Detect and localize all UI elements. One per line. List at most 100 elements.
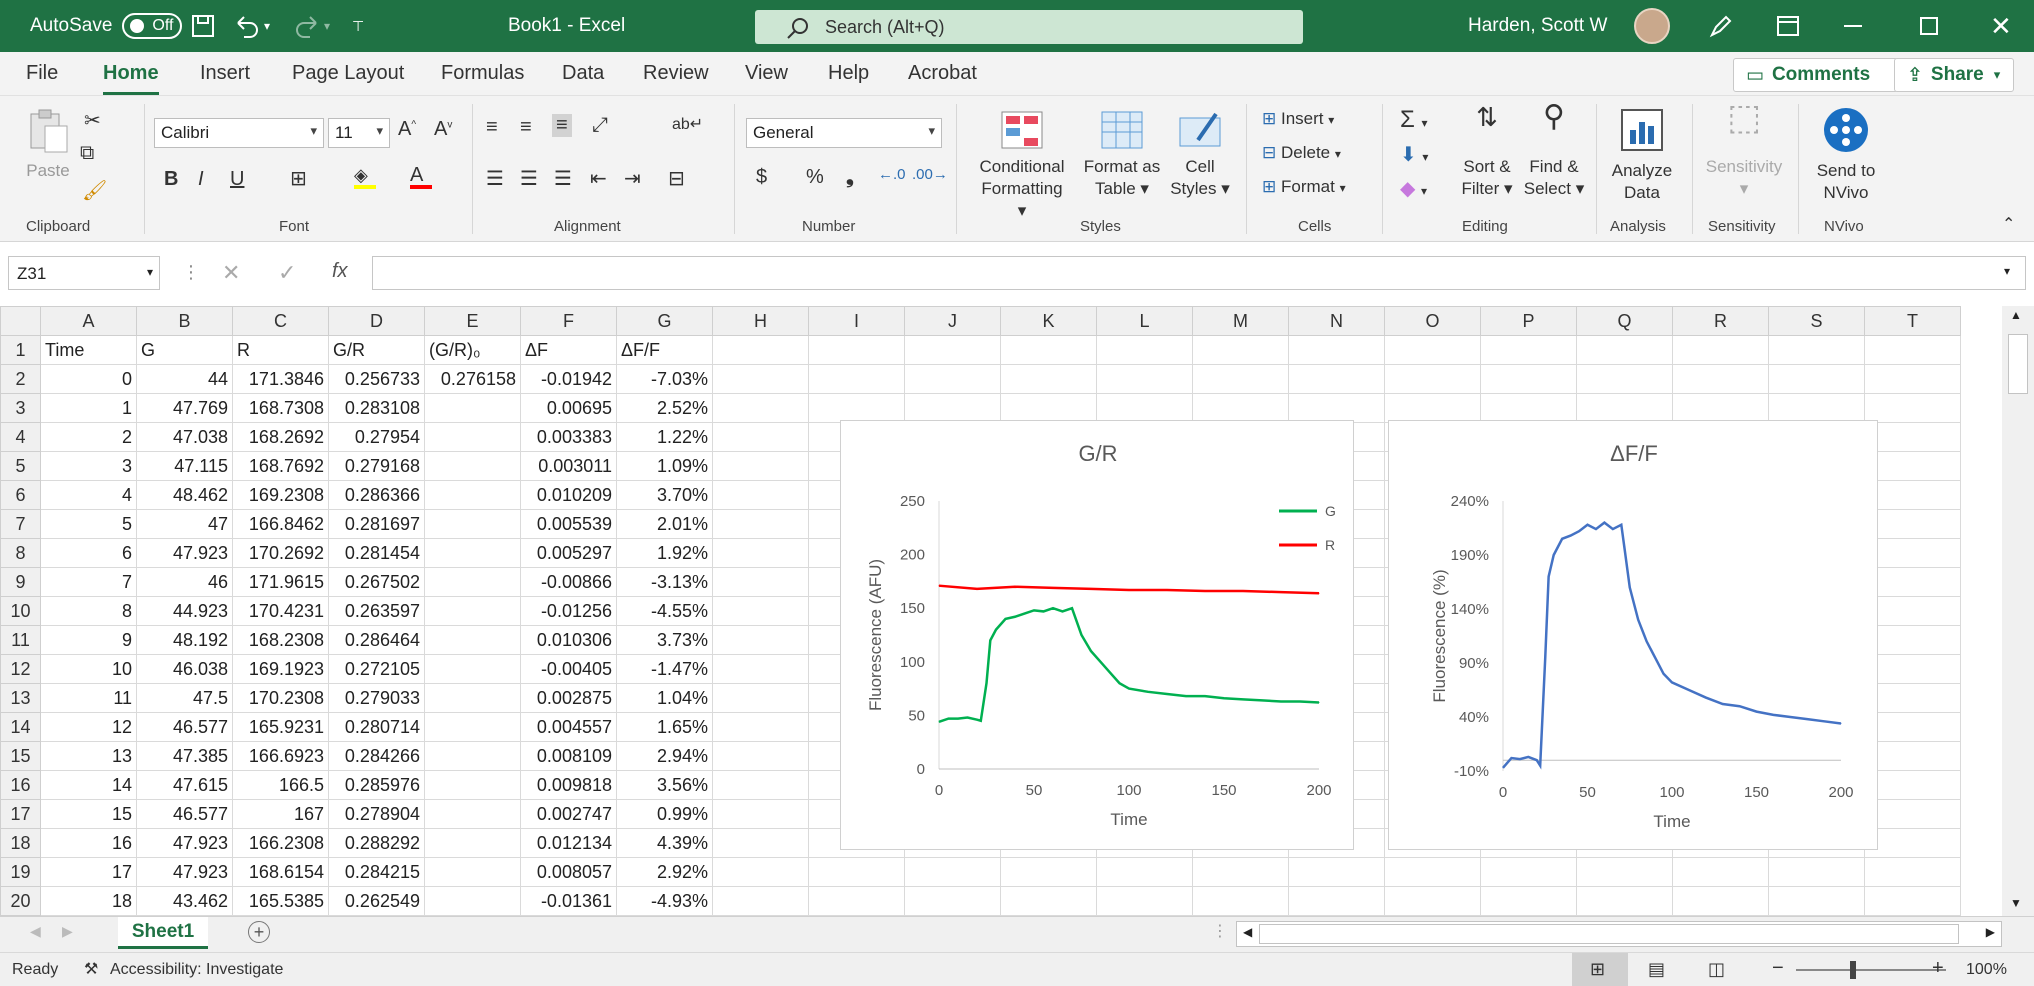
cell-E15[interactable]: [424, 741, 521, 771]
cell-H13[interactable]: [712, 683, 809, 713]
conditional-formatting-button[interactable]: Conditional Formatting ▾: [976, 110, 1068, 222]
cell-B13[interactable]: 47.5: [136, 683, 233, 713]
row-header[interactable]: 14: [0, 712, 41, 742]
currency-button[interactable]: $: [756, 166, 768, 188]
cell-I2[interactable]: [808, 364, 905, 394]
cell-C7[interactable]: 166.8462: [232, 509, 329, 539]
normal-view-button[interactable]: ⊞: [1572, 953, 1628, 986]
cell-I1[interactable]: [808, 335, 905, 365]
paste-button[interactable]: Paste: [26, 161, 70, 180]
tab-acrobat[interactable]: Acrobat: [908, 62, 977, 84]
cell-T3[interactable]: [1864, 393, 1961, 423]
cell-H7[interactable]: [712, 509, 809, 539]
cell-C8[interactable]: 170.2692: [232, 538, 329, 568]
zoom-level[interactable]: 100%: [1966, 961, 2007, 978]
cell-F20[interactable]: -0.01361: [520, 886, 617, 916]
cell-G5[interactable]: 1.09%: [616, 451, 713, 481]
tab-insert[interactable]: Insert: [200, 62, 251, 84]
cell-D15[interactable]: 0.284266: [328, 741, 425, 771]
cell-H8[interactable]: [712, 538, 809, 568]
cell-G15[interactable]: 2.94%: [616, 741, 713, 771]
cell-A15[interactable]: 13: [40, 741, 137, 771]
cell-B5[interactable]: 47.115: [136, 451, 233, 481]
tab-formulas[interactable]: Formulas: [441, 62, 525, 84]
cell-C1[interactable]: R: [232, 335, 329, 365]
cell-A6[interactable]: 4: [40, 480, 137, 510]
cell-F16[interactable]: 0.009818: [520, 770, 617, 800]
cell-C3[interactable]: 168.7308: [232, 393, 329, 423]
cell-F12[interactable]: -0.00405: [520, 654, 617, 684]
spreadsheet-grid[interactable]: A B C D E F G H I J K L M N O P Q R S T 1 Time G R G/R (G/R)₀ ΔF ΔF…: [0, 306, 2002, 916]
user-name[interactable]: Harden, Scott W: [1468, 15, 1608, 36]
cell-O2[interactable]: [1384, 364, 1481, 394]
cell-C15[interactable]: 166.6923: [232, 741, 329, 771]
cell-D16[interactable]: 0.285976: [328, 770, 425, 800]
merge-center-icon[interactable]: ⊟: [668, 168, 685, 190]
cell-E1[interactable]: (G/R)₀: [424, 335, 521, 365]
cell-F8[interactable]: 0.005297: [520, 538, 617, 568]
percent-button[interactable]: %: [806, 166, 824, 188]
cell-F19[interactable]: 0.008057: [520, 857, 617, 887]
analyze-data-button[interactable]: Analyze Data: [1606, 106, 1678, 204]
cell-A16[interactable]: 14: [40, 770, 137, 800]
cell-C14[interactable]: 165.9231: [232, 712, 329, 742]
cell-K3[interactable]: [1000, 393, 1097, 423]
cell-M19[interactable]: [1192, 857, 1289, 887]
cell-Q1[interactable]: [1576, 335, 1673, 365]
row-header[interactable]: 16: [0, 770, 41, 800]
fill-icon[interactable]: ⬇ ▾: [1400, 144, 1429, 166]
cell-G4[interactable]: 1.22%: [616, 422, 713, 452]
cell-D10[interactable]: 0.263597: [328, 596, 425, 626]
column-header-T[interactable]: T: [1864, 306, 1961, 336]
cell-G10[interactable]: -4.55%: [616, 596, 713, 626]
cell-T20[interactable]: [1864, 886, 1961, 916]
cell-A2[interactable]: 0: [40, 364, 137, 394]
collapse-ribbon-icon[interactable]: ⌃: [2002, 216, 2016, 233]
cell-B11[interactable]: 48.192: [136, 625, 233, 655]
cell-R20[interactable]: [1672, 886, 1769, 916]
italic-button[interactable]: I: [198, 168, 204, 190]
undo-icon[interactable]: ▾: [232, 0, 270, 52]
cell-G20[interactable]: -4.93%: [616, 886, 713, 916]
vertical-scrollbar[interactable]: ▲ ▼: [2002, 306, 2034, 916]
column-header-F[interactable]: F: [520, 306, 617, 336]
cell-J19[interactable]: [904, 857, 1001, 887]
column-header-M[interactable]: M: [1192, 306, 1289, 336]
cell-B1[interactable]: G: [136, 335, 233, 365]
cell-G1[interactable]: ΔF/F: [616, 335, 713, 365]
font-name-dropdown[interactable]: Calibri ▾: [154, 118, 324, 148]
cell-L3[interactable]: [1096, 393, 1193, 423]
minimize-icon[interactable]: [1844, 0, 1862, 52]
cell-A11[interactable]: 9: [40, 625, 137, 655]
maximize-icon[interactable]: [1920, 0, 1938, 52]
cell-D8[interactable]: 0.281454: [328, 538, 425, 568]
cell-E10[interactable]: [424, 596, 521, 626]
cell-I19[interactable]: [808, 857, 905, 887]
expand-formula-icon[interactable]: ▾: [2004, 264, 2011, 278]
cell-F14[interactable]: 0.004557: [520, 712, 617, 742]
cell-E2[interactable]: 0.276158: [424, 364, 521, 394]
cell-G12[interactable]: -1.47%: [616, 654, 713, 684]
cell-S20[interactable]: [1768, 886, 1865, 916]
align-bottom-icon[interactable]: ≡: [552, 114, 572, 137]
vertical-scroll-thumb[interactable]: [2008, 334, 2028, 394]
cell-O1[interactable]: [1384, 335, 1481, 365]
prev-sheet-icon[interactable]: ◀: [30, 923, 41, 939]
cell-C5[interactable]: 168.7692: [232, 451, 329, 481]
decrease-indent-icon[interactable]: ⇤: [590, 168, 607, 190]
cell-E20[interactable]: [424, 886, 521, 916]
cell-T1[interactable]: [1864, 335, 1961, 365]
tab-home[interactable]: Home: [103, 62, 159, 95]
column-header-R[interactable]: R: [1672, 306, 1769, 336]
align-center-icon[interactable]: ☰: [520, 168, 538, 190]
find-select-button[interactable]: ⚲ Find & Select ▾: [1520, 102, 1588, 200]
cell-L1[interactable]: [1096, 335, 1193, 365]
cell-D2[interactable]: 0.256733: [328, 364, 425, 394]
cell-B2[interactable]: 44: [136, 364, 233, 394]
font-size-dropdown[interactable]: 11 ▾: [328, 118, 390, 148]
increase-font-icon[interactable]: A^: [398, 118, 417, 140]
cell-H14[interactable]: [712, 712, 809, 742]
cell-G19[interactable]: 2.92%: [616, 857, 713, 887]
comments-button[interactable]: ▭ Comments: [1733, 58, 1898, 92]
search-box[interactable]: Search (Alt+Q): [755, 10, 1303, 44]
